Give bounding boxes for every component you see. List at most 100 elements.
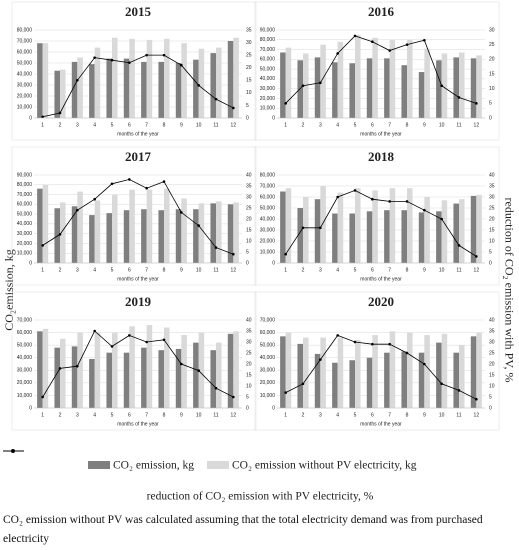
x-tick-label: 9	[423, 412, 426, 418]
line-marker	[93, 197, 96, 201]
bar	[303, 337, 309, 408]
y2-tick-label: 15	[246, 78, 252, 84]
bar	[216, 201, 222, 263]
y2-tick-label: 20	[489, 361, 495, 367]
x-tick-label: 4	[336, 267, 339, 273]
bar	[280, 336, 286, 408]
line-marker	[110, 182, 114, 186]
x-tick-label: 11	[213, 412, 218, 418]
y-tick-label: 30,000	[17, 231, 33, 237]
bar	[384, 210, 390, 263]
y2-tick-label: 10	[489, 238, 495, 244]
y-tick-label: 70,000	[260, 47, 276, 53]
y2-tick-label: 30	[246, 339, 252, 345]
y2-tick-label: 20	[246, 65, 252, 71]
line-marker	[284, 391, 287, 394]
x-tick-label: 5	[111, 412, 114, 418]
line-marker	[301, 84, 305, 88]
x-axis-label: months of the year	[360, 276, 402, 282]
y2-tick-label: 30	[489, 339, 495, 345]
x-tick-label: 12	[231, 412, 237, 418]
line-marker	[405, 200, 409, 203]
bar	[216, 47, 222, 118]
bar	[320, 44, 326, 118]
line-marker	[284, 102, 287, 105]
y-tick-label: 30,000	[260, 368, 276, 374]
y-tick-label: 20,000	[260, 380, 276, 386]
x-tick-label: 3	[76, 267, 79, 273]
x-tick-label: 5	[354, 122, 357, 128]
bar	[389, 188, 396, 263]
line-marker	[440, 382, 443, 386]
bar	[355, 188, 361, 263]
y-tick-label: 10,000	[17, 251, 33, 257]
line-marker	[319, 226, 322, 230]
line-marker	[128, 178, 131, 181]
bar	[337, 41, 344, 118]
bar	[401, 210, 407, 263]
bar	[112, 194, 118, 263]
line-marker	[93, 329, 96, 333]
y-tick-label: 40,000	[260, 355, 276, 361]
y-tick-label: 0	[272, 260, 275, 266]
line	[42, 330, 234, 398]
bar	[459, 345, 465, 408]
panel-frame	[254, 146, 500, 286]
y-tick-label: 80,000	[17, 27, 33, 33]
bar	[349, 63, 355, 118]
line-marker	[405, 351, 409, 355]
panel-frame	[11, 146, 257, 286]
bar	[94, 332, 101, 408]
bar	[112, 332, 118, 408]
line-marker	[353, 189, 357, 192]
x-tick-label: 7	[145, 267, 148, 273]
x-tick-label: 11	[213, 267, 218, 273]
x-tick-label: 10	[439, 122, 445, 128]
y-tick-label: 70,000	[17, 38, 33, 44]
x-axis-label: months of the year	[360, 131, 402, 137]
bar	[401, 351, 407, 408]
bar	[337, 337, 344, 408]
bar	[210, 53, 216, 118]
bar	[407, 332, 413, 408]
line-marker	[128, 334, 131, 337]
bar	[175, 348, 182, 408]
bar	[175, 209, 182, 263]
line-marker	[457, 96, 461, 99]
bar	[285, 188, 292, 263]
bar	[459, 52, 465, 118]
bar	[441, 53, 448, 118]
x-tick-label: 4	[93, 412, 96, 418]
bar	[285, 332, 292, 408]
bar	[210, 350, 216, 408]
line-marker	[110, 345, 114, 348]
bar	[470, 336, 477, 408]
x-tick-label: 5	[354, 412, 357, 418]
x-tick-label: 10	[439, 412, 445, 418]
bar	[37, 188, 43, 263]
y-tick-label: 60,000	[17, 330, 33, 336]
panel-frame	[11, 291, 257, 431]
x-tick-label: 4	[93, 267, 96, 273]
line-marker	[388, 342, 391, 346]
y-tick-label: 90,000	[17, 172, 33, 178]
y-tick-label: 10,000	[17, 104, 33, 110]
bar	[436, 342, 442, 408]
bar	[280, 191, 286, 263]
bar	[332, 362, 338, 408]
bar	[146, 39, 153, 118]
panel-frame	[254, 291, 500, 431]
panel-title: 2017	[125, 149, 152, 164]
bar	[303, 53, 309, 118]
bar	[233, 331, 239, 408]
bar	[123, 352, 130, 408]
y-tick-label: 10,000	[17, 393, 33, 399]
x-tick-label: 7	[388, 412, 391, 418]
x-tick-label: 12	[474, 267, 480, 273]
x-tick-label: 7	[388, 267, 391, 273]
y-tick-label: 60,000	[260, 330, 276, 336]
y2-tick-label: 40	[246, 317, 252, 323]
bar	[106, 352, 112, 408]
bar	[372, 37, 378, 119]
x-tick-label: 6	[371, 267, 374, 273]
